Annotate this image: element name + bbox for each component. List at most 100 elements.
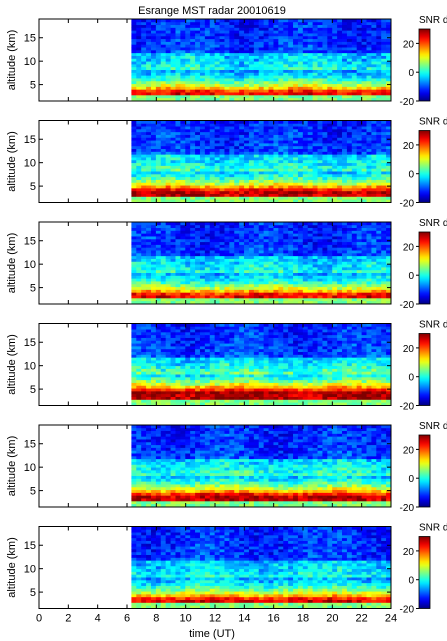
heatmap-cell bbox=[170, 187, 176, 192]
heatmap-cell bbox=[253, 55, 260, 59]
heatmap-cell bbox=[317, 97, 323, 101]
heatmap-cell bbox=[229, 269, 235, 273]
heatmap-cell bbox=[190, 123, 196, 127]
heatmap-cell bbox=[366, 286, 372, 290]
heatmap-cell bbox=[346, 63, 353, 68]
heatmap-cell bbox=[356, 97, 363, 101]
heatmap-cell bbox=[386, 148, 392, 152]
heatmap-cell bbox=[160, 371, 167, 375]
heatmap-cell bbox=[312, 179, 318, 183]
heatmap-cell bbox=[268, 165, 274, 169]
heatmap-cell bbox=[337, 230, 343, 234]
heatmap-cell bbox=[322, 193, 328, 197]
heatmap-cell bbox=[150, 281, 157, 285]
heatmap-cell bbox=[307, 261, 314, 265]
heatmap-cell bbox=[273, 27, 279, 31]
heatmap-cell bbox=[199, 151, 206, 155]
heatmap-cell bbox=[258, 185, 265, 189]
heatmap-cell bbox=[268, 66, 274, 70]
heatmap-cell bbox=[204, 21, 211, 26]
heatmap-cell bbox=[150, 94, 157, 99]
heatmap-cell bbox=[131, 58, 137, 62]
colorbar-label: SNR dB bbox=[419, 15, 447, 26]
heatmap-cell bbox=[302, 75, 309, 79]
heatmap-cell bbox=[278, 187, 284, 192]
heatmap-cell bbox=[366, 44, 372, 48]
heatmap-cell bbox=[170, 261, 176, 265]
heatmap-cell bbox=[268, 247, 274, 251]
heatmap-cell bbox=[342, 187, 348, 192]
heatmap-cell bbox=[131, 173, 137, 178]
heatmap-cell bbox=[381, 145, 387, 150]
heatmap-cell bbox=[180, 261, 186, 265]
heatmap-cell bbox=[146, 224, 152, 229]
heatmap-cell bbox=[268, 35, 274, 40]
heatmap-cell bbox=[322, 278, 328, 282]
heatmap-cell bbox=[263, 134, 269, 138]
heatmap-cell bbox=[351, 165, 358, 169]
heatmap-cell bbox=[141, 196, 147, 200]
heatmap-cell bbox=[258, 30, 265, 34]
heatmap-cell bbox=[209, 55, 216, 59]
heatmap-cell bbox=[146, 145, 152, 150]
heatmap-cell bbox=[160, 83, 167, 87]
heatmap-cell bbox=[150, 44, 157, 48]
heatmap-cell bbox=[307, 151, 314, 155]
heatmap-cell bbox=[195, 300, 201, 304]
heatmap-cell bbox=[253, 224, 260, 229]
heatmap-cell bbox=[185, 140, 191, 144]
heatmap-cell bbox=[317, 75, 323, 79]
heatmap-cell bbox=[332, 38, 338, 42]
heatmap-cell bbox=[165, 385, 171, 389]
heatmap-cell bbox=[234, 264, 240, 268]
heatmap-cell bbox=[258, 80, 265, 85]
heatmap-cell bbox=[136, 371, 142, 375]
heatmap-cell bbox=[150, 78, 157, 82]
heatmap-cell bbox=[346, 21, 353, 26]
heatmap-cell bbox=[131, 69, 137, 73]
heatmap-cell bbox=[263, 176, 269, 180]
heatmap-cell bbox=[160, 289, 167, 293]
heatmap-cell bbox=[268, 196, 274, 200]
heatmap-cell bbox=[351, 258, 358, 262]
heatmap-cell bbox=[150, 323, 157, 327]
heatmap-cell bbox=[307, 137, 314, 141]
heatmap-cell bbox=[293, 281, 299, 285]
heatmap-cell bbox=[165, 47, 171, 51]
heatmap-cell bbox=[278, 171, 284, 175]
heatmap-cell bbox=[244, 137, 250, 141]
heatmap-cell bbox=[376, 134, 382, 138]
heatmap-cell bbox=[160, 297, 167, 302]
heatmap-cell bbox=[356, 272, 363, 276]
heatmap-cell bbox=[224, 140, 230, 144]
heatmap-cell bbox=[376, 137, 382, 141]
heatmap-cell bbox=[293, 252, 299, 257]
heatmap-cell bbox=[180, 281, 186, 285]
heatmap-cell bbox=[273, 283, 279, 288]
heatmap-cell bbox=[248, 224, 255, 229]
heatmap-cell bbox=[356, 58, 363, 62]
heatmap-cell bbox=[312, 190, 318, 194]
heatmap-cell bbox=[185, 230, 191, 234]
heatmap-cell bbox=[229, 162, 235, 166]
heatmap-cell bbox=[239, 66, 245, 70]
heatmap-cell bbox=[332, 33, 338, 37]
heatmap-cell bbox=[150, 137, 157, 141]
heatmap-cell bbox=[278, 230, 284, 234]
heatmap-cell bbox=[190, 21, 196, 26]
heatmap-cell bbox=[332, 58, 338, 62]
heatmap-cell bbox=[297, 55, 304, 59]
figure-title: Esrange MST radar 20010619 bbox=[138, 5, 286, 17]
heatmap-cell bbox=[288, 159, 294, 164]
heatmap-cell bbox=[150, 295, 157, 299]
heatmap-cell bbox=[199, 222, 206, 226]
heatmap-cell bbox=[312, 140, 318, 144]
heatmap-cell bbox=[141, 38, 147, 42]
heatmap-cell bbox=[273, 199, 279, 203]
heatmap-cell bbox=[214, 63, 220, 68]
heatmap-cell bbox=[155, 52, 162, 56]
heatmap-cell bbox=[312, 193, 318, 197]
heatmap-cell bbox=[165, 297, 171, 302]
heatmap-cell bbox=[175, 30, 181, 34]
heatmap-cell bbox=[234, 94, 240, 99]
